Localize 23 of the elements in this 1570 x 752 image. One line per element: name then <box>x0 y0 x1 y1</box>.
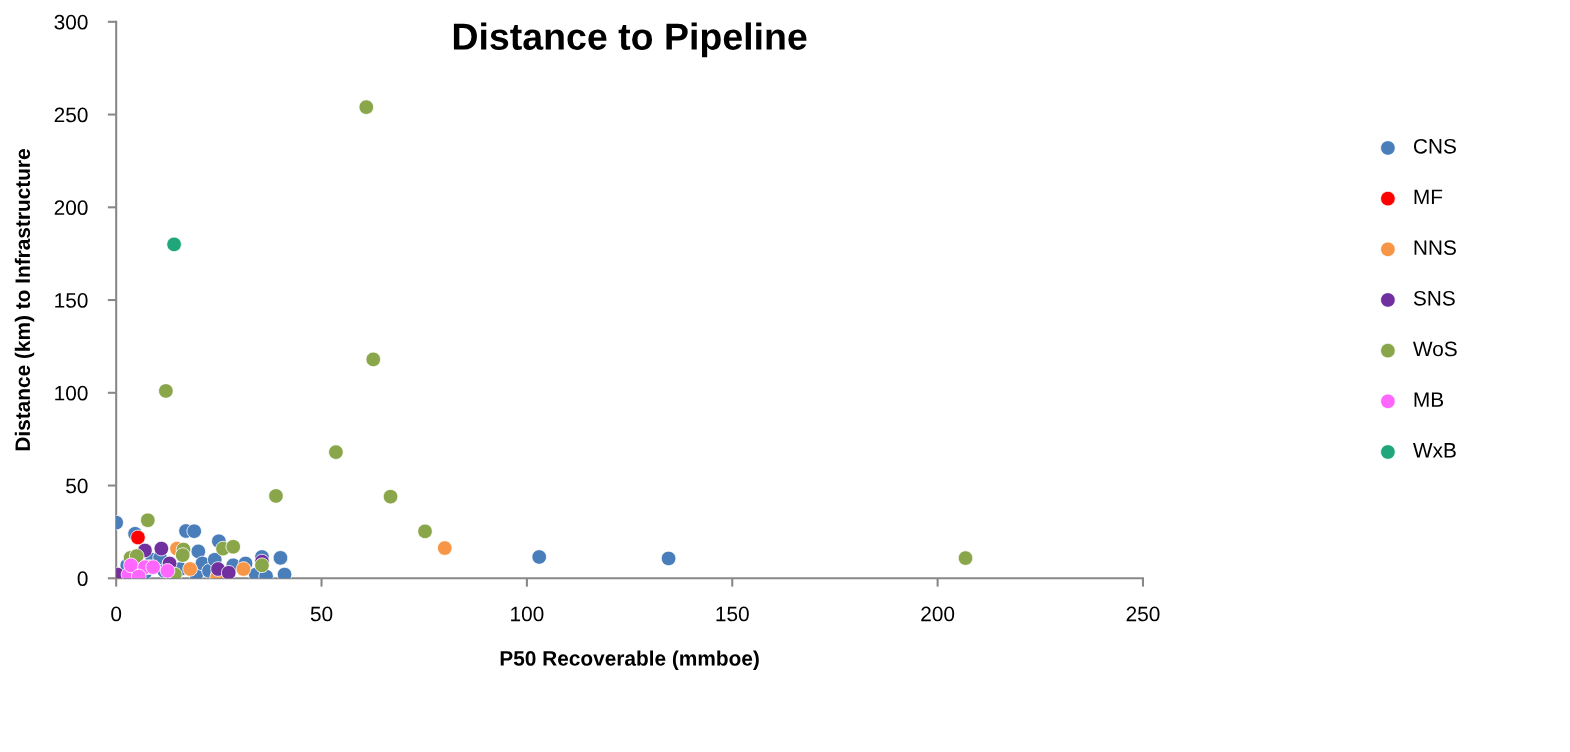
y-axis-title: Distance (km) to Infrastructure <box>14 149 35 451</box>
x-axis-title: P50 Recoverable (mmboe) <box>500 650 759 670</box>
legend-label: SNS <box>1413 290 1455 306</box>
y-tick-label: 300 <box>54 14 88 30</box>
y-tick-label: 0 <box>77 571 88 587</box>
x-tick-label: 200 <box>921 606 955 622</box>
y-tick-label: 250 <box>54 107 88 123</box>
y-tick-label: 150 <box>55 293 88 308</box>
y-tick-label: 100 <box>55 385 88 401</box>
x-tick-label: 0 <box>111 606 122 622</box>
legend-label: NNS <box>1414 240 1456 255</box>
x-tick-label: 100 <box>511 606 544 622</box>
legend-label: WxB <box>1412 443 1456 458</box>
legend-label: WoS <box>1412 341 1457 357</box>
x-tick-label: 150 <box>716 606 749 622</box>
y-tick-label: 200 <box>54 200 88 216</box>
legend-label: MF <box>1414 189 1443 205</box>
legend-label: CNS <box>1413 138 1456 154</box>
legend-label: MB <box>1414 392 1444 407</box>
chart-title: Distance to Pipeline <box>453 22 807 58</box>
x-tick-label: 250 <box>1126 606 1160 622</box>
y-tick-label: 50 <box>66 478 88 494</box>
x-tick-label: 50 <box>310 606 333 622</box>
